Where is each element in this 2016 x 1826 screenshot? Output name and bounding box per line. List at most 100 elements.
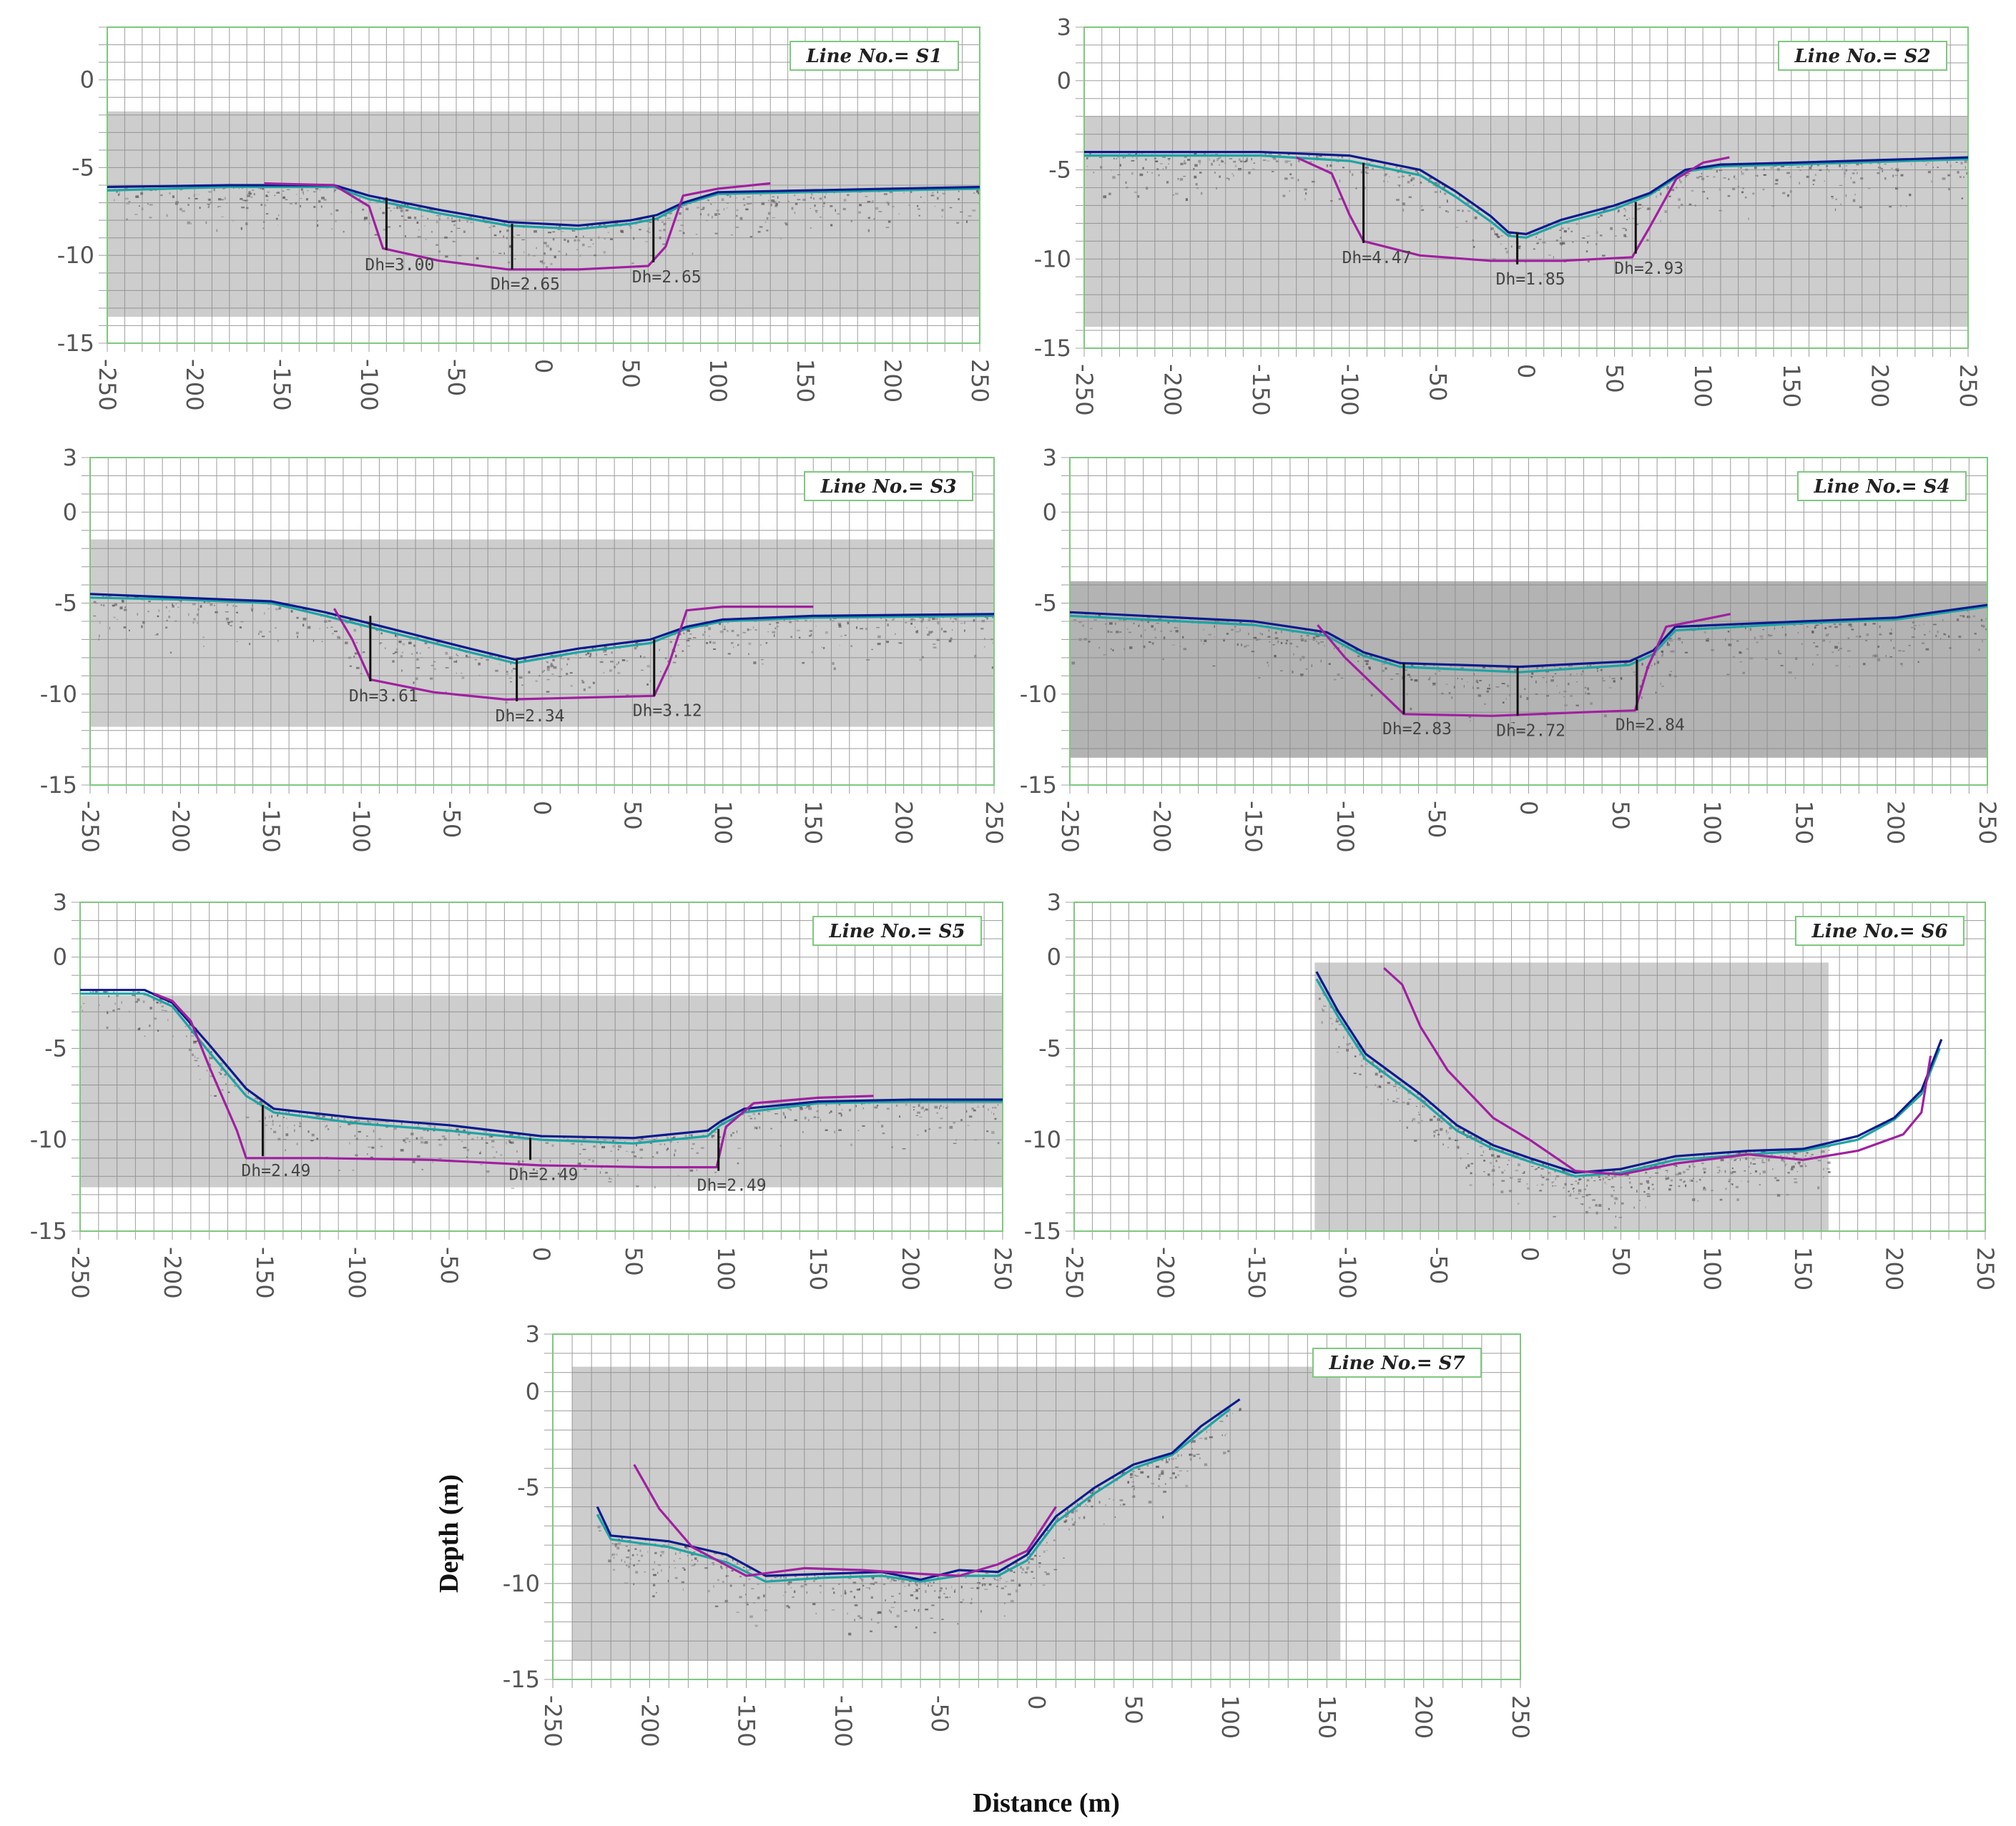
x-tick-label: 0: [530, 359, 557, 373]
line-label: Line No.= S3: [820, 476, 956, 498]
x-tick-label: -100: [830, 1695, 857, 1747]
x-tick-label: 200: [879, 359, 906, 403]
panel-s2: 3 0 -5 -10 -15-250 -200 -150 -100 -50 0 50 100 150 20…: [1034, 14, 1982, 416]
x-tick-label: -50: [1424, 364, 1451, 401]
panel-s1: 0 -5 -10 -15-250 -200 -150 -100 -50 0 50 100 150 200…: [57, 26, 993, 411]
x-tick-label: -50: [1425, 1247, 1452, 1284]
dh-label: Dh=2.65: [491, 275, 560, 294]
series-line-blue: [107, 184, 980, 227]
x-tick-label: -200: [181, 359, 208, 411]
x-tick-label: 250: [1954, 364, 1982, 408]
x-tick-label: 0: [1023, 1695, 1051, 1709]
x-tick-label: 200: [1882, 801, 1909, 844]
x-tick-label: 100: [704, 359, 732, 403]
series-line-teal: [89, 596, 995, 665]
y-tick-label: 3: [1043, 444, 1057, 471]
line-label: Line No.= S6: [1811, 921, 1947, 942]
sonar-image-region: [572, 1366, 1341, 1661]
panels-group: 0-5-10-15-250 -200 -150 -100 -50 0 50 100 150 200…: [30, 14, 2001, 1747]
grid: [1061, 457, 1988, 794]
y-tick-label: 3: [526, 1321, 540, 1348]
y-tick-label: 3: [53, 889, 67, 916]
panel-s6: 3 0 -5 -10 -15-250 -200 -150 -100 -50 0 50 100 150 20…: [1024, 889, 1999, 1299]
dh-label: Dh=2.34: [496, 707, 565, 726]
x-tick-label: 150: [1790, 801, 1817, 844]
x-tick-label: 200: [890, 801, 918, 844]
y-tick-label: -15: [503, 1666, 540, 1693]
dh-label: Dh=2.49: [241, 1162, 310, 1180]
y-tick-label: 0: [1043, 498, 1057, 525]
x-tick-label: -250: [539, 1695, 566, 1747]
x-tick-label: 200: [1881, 1247, 1908, 1290]
x-tick-label: -150: [1243, 1247, 1270, 1299]
y-tick-label: 0: [63, 498, 77, 525]
series-line-magenta: [264, 182, 771, 271]
panel-s3: 3 0 -5 -10 -15-250 -200 -150 -100 -50 0 50 100 150 20…: [40, 444, 1008, 853]
x-tick-label: -250: [77, 801, 104, 853]
x-tick-label: -150: [1247, 364, 1274, 416]
series-line-blue: [1069, 603, 1988, 668]
y-tick-label: -15: [30, 1218, 67, 1245]
x-tick-label: 200: [1410, 1695, 1437, 1739]
plot-frame: [1083, 26, 1969, 349]
y-tick-label: -10: [503, 1570, 540, 1597]
plot-frame: [1073, 902, 1986, 1232]
y-axis-title: Depth (m): [434, 1474, 464, 1593]
y-tick-label: 3: [63, 444, 77, 471]
x-tick-label: 0: [528, 1247, 555, 1261]
x-tick-label: -150: [733, 1695, 760, 1747]
y-tick-label: 0: [53, 944, 67, 971]
y-tick-label: -15: [40, 771, 77, 799]
x-tick-label: -250: [1071, 364, 1098, 416]
y-tick-label: -10: [40, 681, 77, 708]
y-tick-label: -5: [1034, 590, 1057, 617]
line-label-box: [1778, 41, 1947, 71]
y-tick-label: -10: [1034, 245, 1071, 272]
dh-label: Dh=4.47: [1342, 249, 1412, 267]
series-line-teal: [1315, 978, 1941, 1178]
y-tick-label: -5: [1038, 1035, 1061, 1062]
panel-s4: 3 0 -5 -10 -15-250 -200 -150 -100 -50 0 50 100 150 20…: [1020, 444, 2001, 853]
x-tick-label: 50: [620, 1247, 647, 1276]
x-tick-label: 150: [805, 1247, 832, 1290]
panel-s5: 3 0 -5 -10 -15-250 -200 -150 -100 -50 0 50 100 150 20…: [30, 889, 1016, 1299]
x-tick-label: -200: [159, 1247, 186, 1299]
line-label-box: [1797, 471, 1967, 501]
series-line-magenta: [1317, 613, 1731, 717]
series-line-magenta: [1295, 156, 1730, 262]
x-tick-label: 100: [1216, 1695, 1244, 1739]
x-tick-label: 50: [1607, 1247, 1634, 1276]
series-line-blue: [596, 1398, 1241, 1581]
x-tick-label: -200: [1151, 1247, 1179, 1299]
x-tick-label: 250: [980, 801, 1008, 844]
line-label: Line No.= S5: [828, 921, 965, 942]
series-line-blue: [1315, 971, 1943, 1174]
x-tick-label: -50: [443, 359, 470, 396]
y-tick-label: 0: [526, 1378, 540, 1406]
dh-label: Dh=2.72: [1496, 721, 1565, 740]
series-line-blue: [1084, 151, 1969, 235]
x-tick-label: 50: [619, 801, 646, 830]
y-tick-label: -5: [72, 154, 94, 181]
y-tick-label: 0: [80, 66, 94, 94]
series-line-magenta: [633, 1464, 1057, 1577]
x-tick-label: 100: [1689, 364, 1716, 408]
x-tick-label: 50: [617, 359, 644, 388]
x-tick-label: 50: [1607, 801, 1634, 830]
x-tick-label: -100: [1334, 1247, 1361, 1299]
series-line-magenta: [153, 992, 874, 1169]
x-tick-label: 100: [1698, 801, 1726, 844]
series-line-teal: [1069, 606, 1988, 673]
y-tick-label: -15: [1024, 1218, 1061, 1245]
y-tick-label: -5: [44, 1035, 67, 1062]
x-tick-label: -250: [94, 359, 121, 411]
series-line-magenta: [1383, 967, 1932, 1176]
x-tick-label: 250: [989, 1247, 1016, 1290]
x-tick-label: 250: [1974, 801, 2001, 844]
dh-label: Dh=2.49: [697, 1177, 767, 1195]
y-tick-label: -10: [1024, 1126, 1061, 1153]
line-label: Line No.= S7: [1328, 1353, 1465, 1374]
sonar-image-region: [1314, 962, 1829, 1231]
panel-s7: 3 0 -5 -10 -15-250 -200 -150 -100 -50 0 50 100 150 20…: [503, 1321, 1534, 1747]
